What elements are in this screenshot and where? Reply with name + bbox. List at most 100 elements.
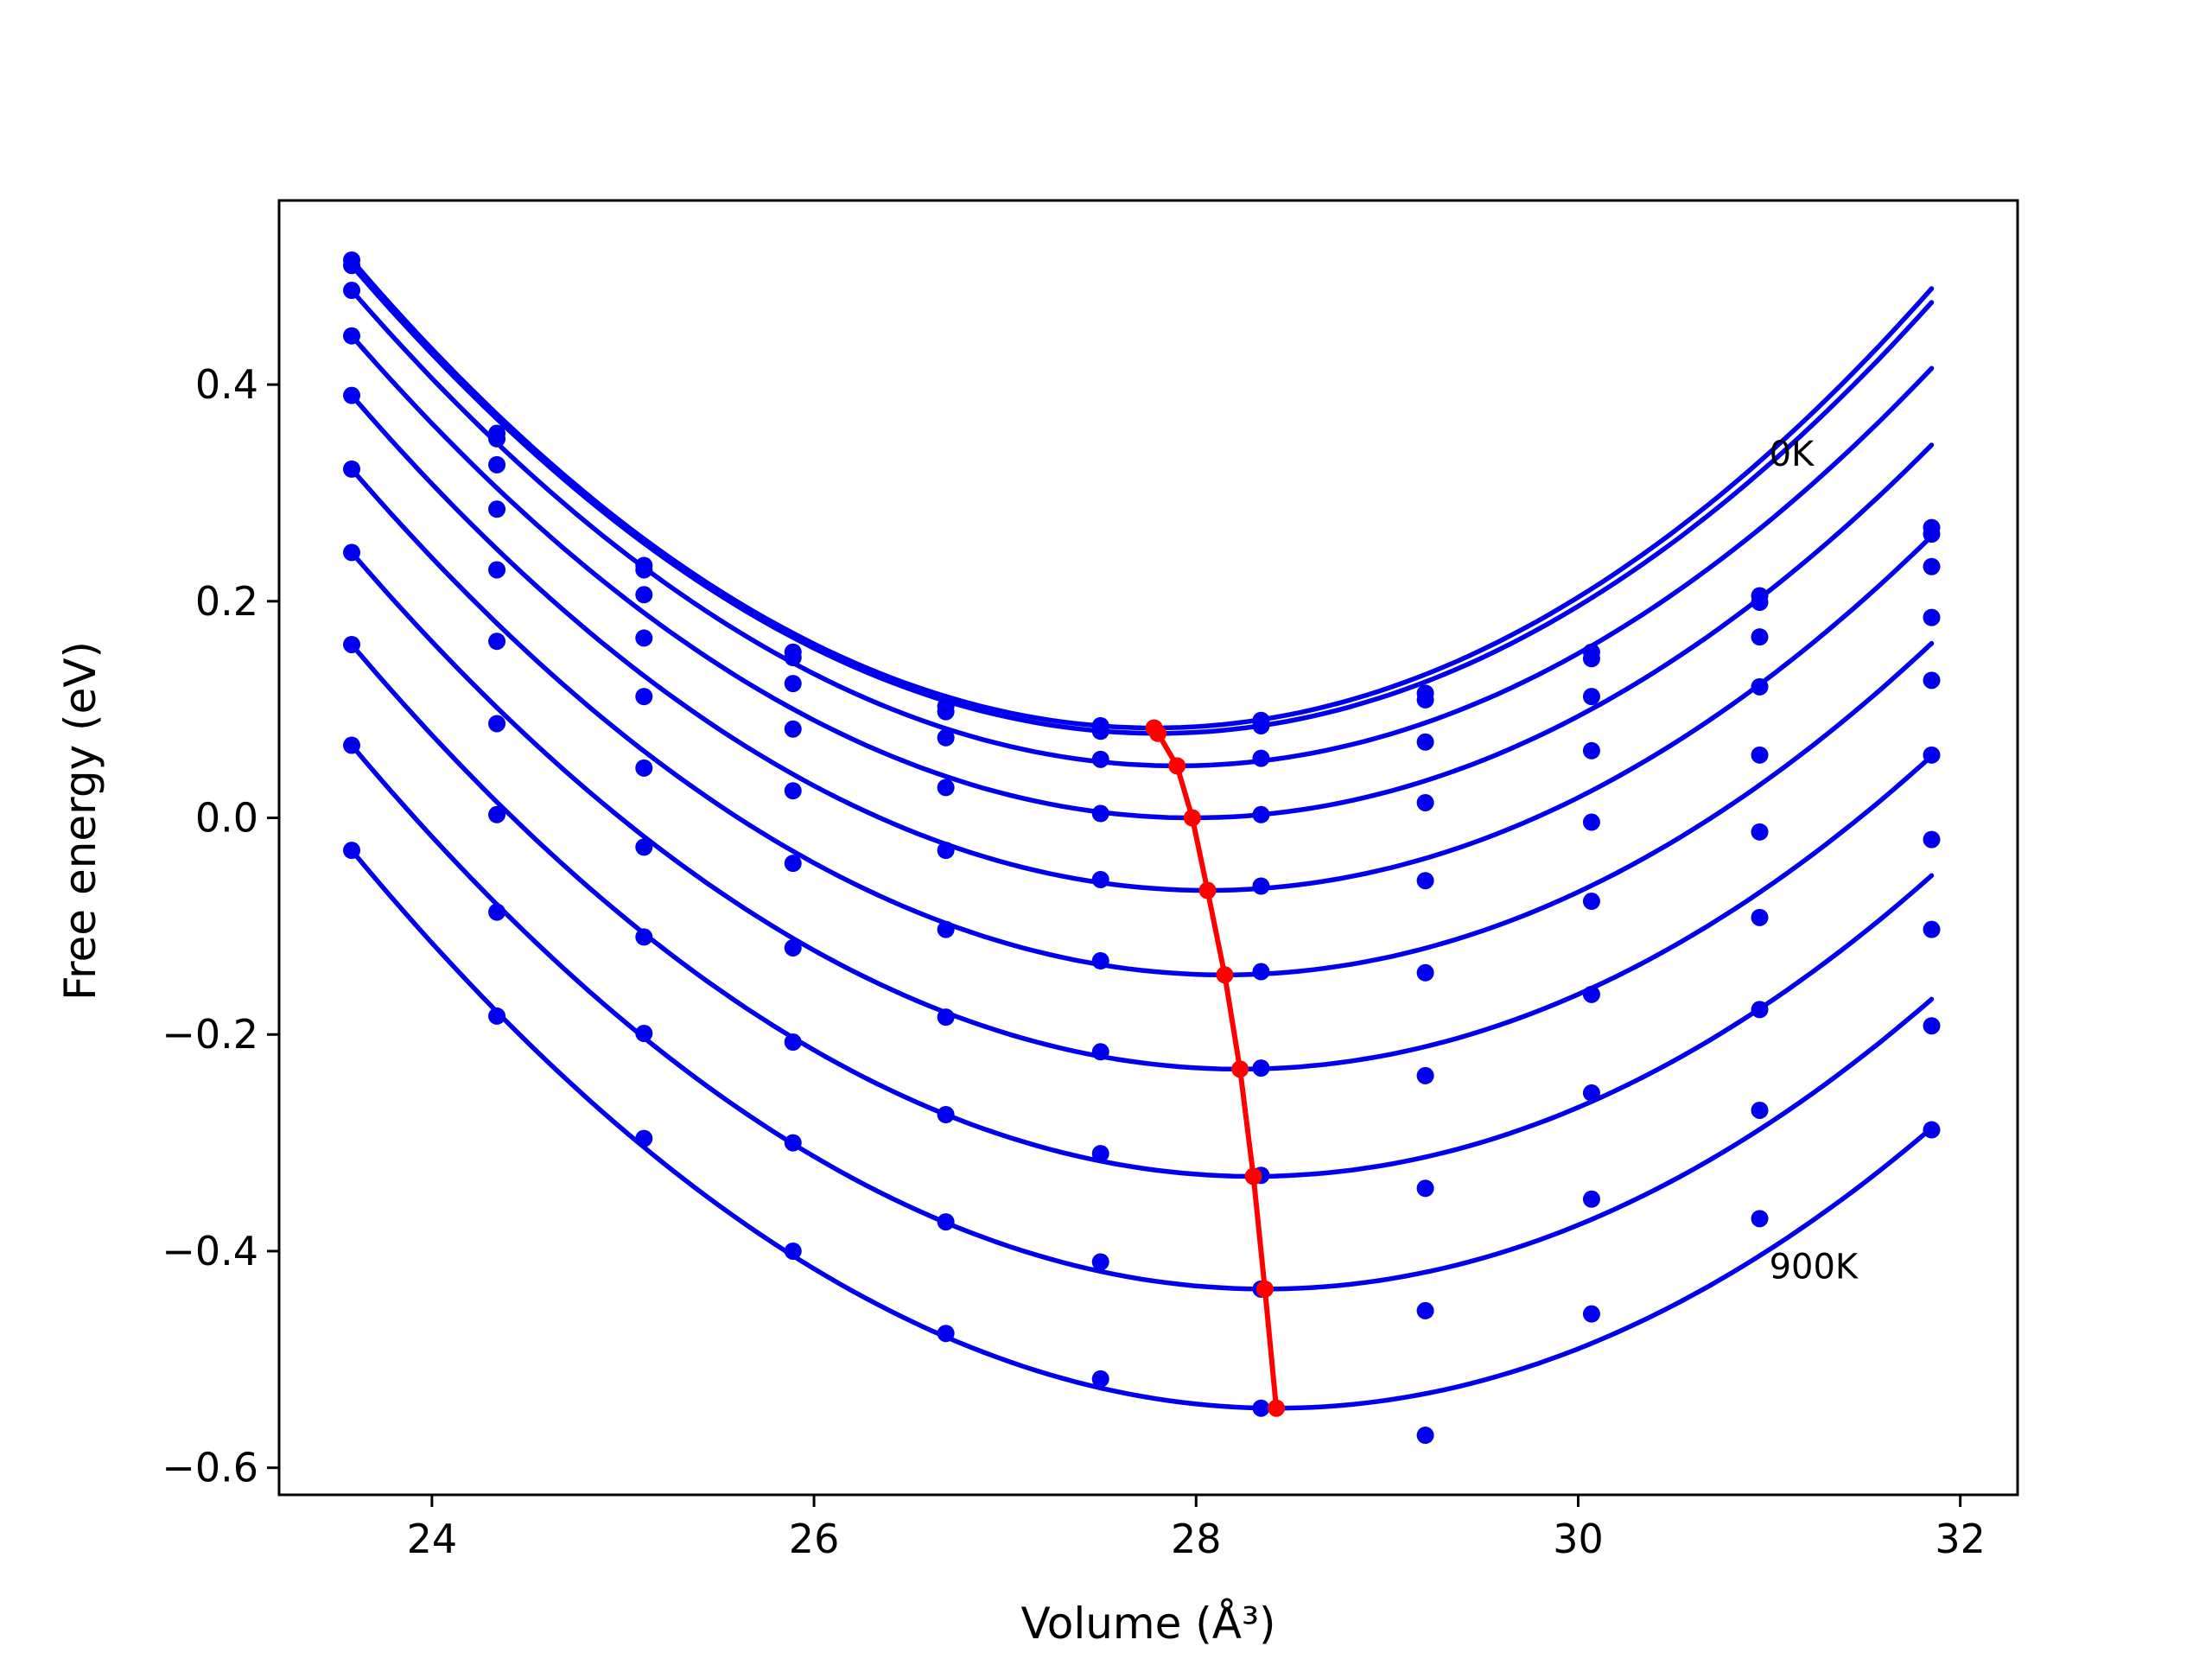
data-point <box>1416 963 1434 982</box>
temperature-annotation: 0K <box>1770 435 1815 474</box>
data-point <box>1582 650 1600 668</box>
data-point <box>784 720 802 738</box>
data-point <box>1252 1059 1270 1077</box>
data-point <box>488 903 506 921</box>
data-point <box>784 1242 802 1260</box>
data-point <box>1582 741 1600 760</box>
data-point <box>635 688 653 706</box>
data-point <box>1751 677 1769 696</box>
data-point <box>1923 1121 1941 1139</box>
x-tick-label: 26 <box>789 1516 840 1562</box>
data-point <box>1582 688 1600 706</box>
fit-curve <box>349 263 1935 736</box>
data-point <box>635 928 653 946</box>
data-point <box>1252 1399 1270 1417</box>
y-tick-label: 0.2 <box>195 578 258 625</box>
data-point <box>343 460 361 478</box>
data-point <box>1751 823 1769 841</box>
data-point <box>488 805 506 823</box>
minimum-point <box>1268 1399 1286 1417</box>
data-point <box>1923 920 1941 938</box>
data-point <box>1582 813 1600 831</box>
data-point <box>1091 750 1109 768</box>
data-point <box>937 1106 955 1124</box>
data-point <box>937 1325 955 1343</box>
data-point <box>343 635 361 653</box>
data-point <box>1751 908 1769 926</box>
minimum-point <box>1244 1167 1262 1185</box>
y-tick-label: 0.4 <box>195 361 258 408</box>
fit-curve <box>349 642 1935 1179</box>
data-point <box>1582 1305 1600 1323</box>
minimum-point <box>1231 1060 1249 1078</box>
data-point <box>937 920 955 938</box>
plot-area: 0K 900K <box>343 251 1941 1445</box>
fit-curve <box>349 333 1935 821</box>
data-point <box>343 543 361 562</box>
data-point <box>488 429 506 448</box>
data-point <box>1091 1145 1109 1163</box>
data-point <box>1751 628 1769 646</box>
y-tick-label: −0.2 <box>162 1011 258 1058</box>
data-point <box>343 327 361 345</box>
data-point <box>937 1213 955 1231</box>
data-point <box>1923 1017 1941 1035</box>
data-point <box>937 842 955 860</box>
data-point <box>488 455 506 474</box>
data-point <box>1252 877 1270 895</box>
data-point <box>1252 963 1270 981</box>
data-point <box>343 386 361 404</box>
data-point <box>1091 1370 1109 1388</box>
minimum-point <box>1183 809 1201 827</box>
data-point <box>635 586 653 604</box>
data-point <box>1252 805 1270 823</box>
data-point <box>1751 1210 1769 1228</box>
fit-curve <box>349 288 1935 769</box>
data-point <box>488 561 506 579</box>
data-point <box>1416 793 1434 811</box>
data-point <box>1091 804 1109 823</box>
data-point <box>635 838 653 856</box>
data-point <box>635 629 653 647</box>
minimum-point <box>1149 724 1167 742</box>
data-point <box>937 728 955 747</box>
fit-curve <box>349 742 1935 1292</box>
x-tick-label: 32 <box>1935 1516 1986 1562</box>
data-point <box>1582 893 1600 911</box>
data-point <box>1923 671 1941 690</box>
data-point <box>784 855 802 873</box>
data-point <box>1582 1190 1600 1208</box>
data-point <box>635 1129 653 1147</box>
y-tick-label: −0.6 <box>162 1445 258 1491</box>
data-point <box>1751 1001 1769 1019</box>
data-point <box>488 715 506 733</box>
data-point <box>784 938 802 957</box>
data-point <box>1582 985 1600 1003</box>
data-point <box>1751 1101 1769 1119</box>
data-point <box>1091 722 1109 741</box>
data-point <box>784 649 802 667</box>
data-point <box>488 632 506 651</box>
data-point <box>1416 690 1434 709</box>
minimum-line <box>1152 726 1280 1408</box>
data-point <box>1923 608 1941 626</box>
data-point <box>488 500 506 518</box>
fit-curve <box>349 550 1935 1072</box>
data-point <box>784 782 802 800</box>
data-point <box>1252 716 1270 734</box>
x-tick-label: 24 <box>407 1516 458 1562</box>
minimum-point <box>1198 881 1217 899</box>
data-point <box>1416 733 1434 751</box>
temperature-annotation: 900K <box>1770 1247 1859 1287</box>
plot-frame <box>277 199 2019 1497</box>
data-point <box>1091 1253 1109 1271</box>
x-axis-label: Volume (Å³) <box>1020 1599 1275 1649</box>
x-tick-label: 28 <box>1171 1516 1222 1562</box>
data-point <box>1091 870 1109 888</box>
data-point <box>635 759 653 777</box>
data-point <box>1582 1084 1600 1102</box>
x-tick-label: 30 <box>1553 1516 1604 1562</box>
y-axis-label: Free energy (eV) <box>55 641 105 1001</box>
data-point <box>635 1024 653 1042</box>
